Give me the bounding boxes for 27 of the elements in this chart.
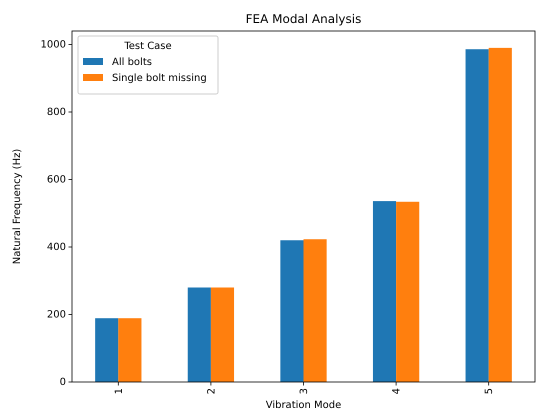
- y-axis-title: Natural Frequency (Hz): [12, 148, 23, 264]
- y-tick-label: 0: [60, 377, 66, 388]
- legend-title: Test Case: [123, 41, 172, 52]
- y-tick-label: 200: [46, 310, 66, 321]
- bar: [304, 239, 327, 382]
- x-tick-label: 3: [299, 388, 310, 394]
- y-tick-label: 1000: [40, 40, 66, 51]
- legend-label: All bolts: [112, 57, 152, 68]
- x-tick-label: 1: [114, 388, 125, 394]
- x-axis-title: Vibration Mode: [266, 400, 342, 410]
- bar: [95, 318, 118, 382]
- y-tick-label: 600: [46, 174, 66, 186]
- x-tick-label: 2: [206, 388, 218, 394]
- legend-label: Single bolt missing: [112, 73, 207, 84]
- bar: [280, 240, 304, 382]
- bar: [488, 48, 512, 382]
- x-tick-label: 4: [392, 388, 403, 394]
- chart-title: FEA Modal Analysis: [246, 12, 362, 26]
- bar: [188, 288, 211, 382]
- y-tick-label: 400: [46, 242, 66, 254]
- bar: [396, 202, 420, 382]
- bar: [210, 288, 234, 382]
- bar: [466, 49, 489, 382]
- x-tick-label: 5: [484, 388, 496, 394]
- bar: [372, 201, 396, 382]
- y-tick-label: 800: [46, 107, 66, 118]
- bar: [118, 318, 142, 382]
